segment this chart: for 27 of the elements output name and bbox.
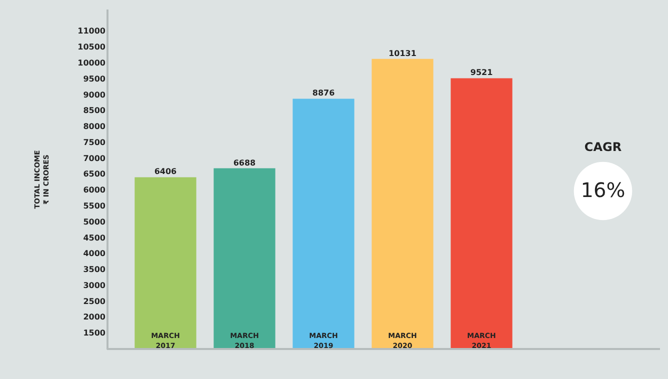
y-tick-label: 2500 bbox=[83, 296, 106, 306]
y-tick-label: 4500 bbox=[83, 233, 106, 242]
y-tick-label: 9000 bbox=[83, 90, 106, 100]
data-label: 10131 bbox=[388, 48, 417, 58]
y-tick-label: 6000 bbox=[83, 186, 106, 195]
y-tick-label: 5000 bbox=[83, 217, 106, 226]
text: CAGR bbox=[584, 140, 622, 154]
y-tick-label: 6500 bbox=[83, 170, 106, 179]
y-tick-label: 11000 bbox=[78, 26, 106, 36]
y-tick-label: 2000 bbox=[83, 312, 106, 322]
text: 16% bbox=[580, 178, 626, 202]
y-tick-label: 4000 bbox=[83, 249, 106, 258]
y-tick-label: 7500 bbox=[83, 138, 106, 147]
y-tick-label: 3000 bbox=[83, 280, 106, 290]
y-tick-label: 8000 bbox=[83, 122, 106, 132]
y-tick-label: 5500 bbox=[83, 202, 106, 211]
data-label: 6406 bbox=[154, 167, 178, 176]
data-label: 8876 bbox=[312, 88, 336, 98]
y-tick-label: 8500 bbox=[83, 106, 106, 116]
y-tick-label: 1500 bbox=[83, 328, 106, 338]
y-tick-label: 3500 bbox=[83, 265, 106, 274]
data-label: 9521 bbox=[470, 68, 494, 78]
data-label: 6688 bbox=[233, 158, 256, 168]
y-tick-label: 10000 bbox=[78, 58, 106, 68]
y-tick-label: 7000 bbox=[83, 154, 106, 163]
y-tick-label: 10500 bbox=[78, 42, 106, 52]
y-tick-label: 9500 bbox=[83, 74, 106, 84]
